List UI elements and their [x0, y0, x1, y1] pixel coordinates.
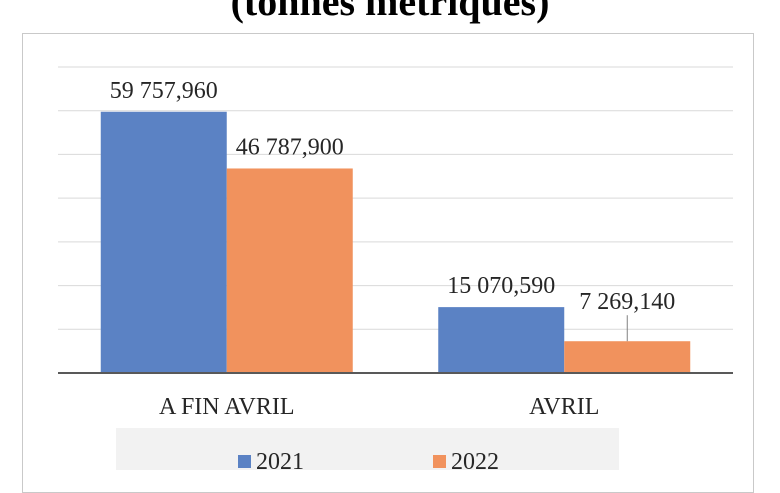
- data-label: 59 757,960: [110, 78, 218, 104]
- bar-2021-0: [100, 111, 227, 374]
- bars: [100, 111, 691, 374]
- chart-title: (tonnes métriques): [230, 0, 550, 24]
- labels: 59 757,960 46 787,900 A FIN AVRIL 15 070,59…: [110, 78, 676, 420]
- data-label: 7 269,140: [579, 289, 675, 315]
- legend-background: [116, 428, 619, 470]
- legend-label-2021: 2021: [256, 449, 304, 470]
- x-tick-label: A FIN AVRIL: [159, 394, 295, 420]
- legend-label-2022: 2022: [451, 449, 499, 470]
- legend-swatch-2022: [433, 455, 446, 468]
- bar-2022-0: [226, 168, 353, 373]
- data-label: 15 070,590: [447, 273, 555, 299]
- bar-2022-1: [564, 341, 691, 373]
- bar-chart: 59 757,960 46 787,900 A FIN AVRIL 15 070,59…: [58, 66, 733, 470]
- bar-2021-1: [438, 307, 565, 373]
- legend: 2021 2022: [116, 428, 619, 470]
- data-label: 46 787,900: [236, 134, 344, 160]
- legend-swatch-2021: [238, 455, 251, 468]
- x-tick-label: AVRIL: [529, 394, 599, 420]
